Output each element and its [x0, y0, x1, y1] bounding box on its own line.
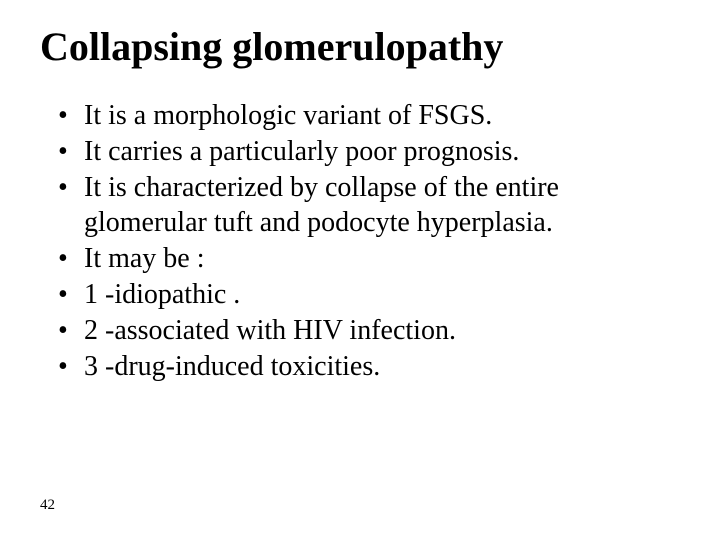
list-item: 2 -associated with HIV infection.: [58, 313, 680, 349]
list-item: It is a morphologic variant of FSGS.: [58, 98, 680, 134]
list-item: It is characterized by collapse of the e…: [58, 170, 680, 242]
slide: Collapsing glomerulopathy It is a morpho…: [0, 0, 720, 540]
list-item: 1 -idiopathic .: [58, 277, 680, 313]
list-item: It carries a particularly poor prognosis…: [58, 134, 680, 170]
list-item: 3 -drug-induced toxicities.: [58, 349, 680, 385]
slide-title: Collapsing glomerulopathy: [40, 24, 680, 70]
page-number: 42: [40, 497, 55, 514]
list-item: It may be :: [58, 241, 680, 277]
bullet-list: It is a morphologic variant of FSGS. It …: [40, 98, 680, 385]
